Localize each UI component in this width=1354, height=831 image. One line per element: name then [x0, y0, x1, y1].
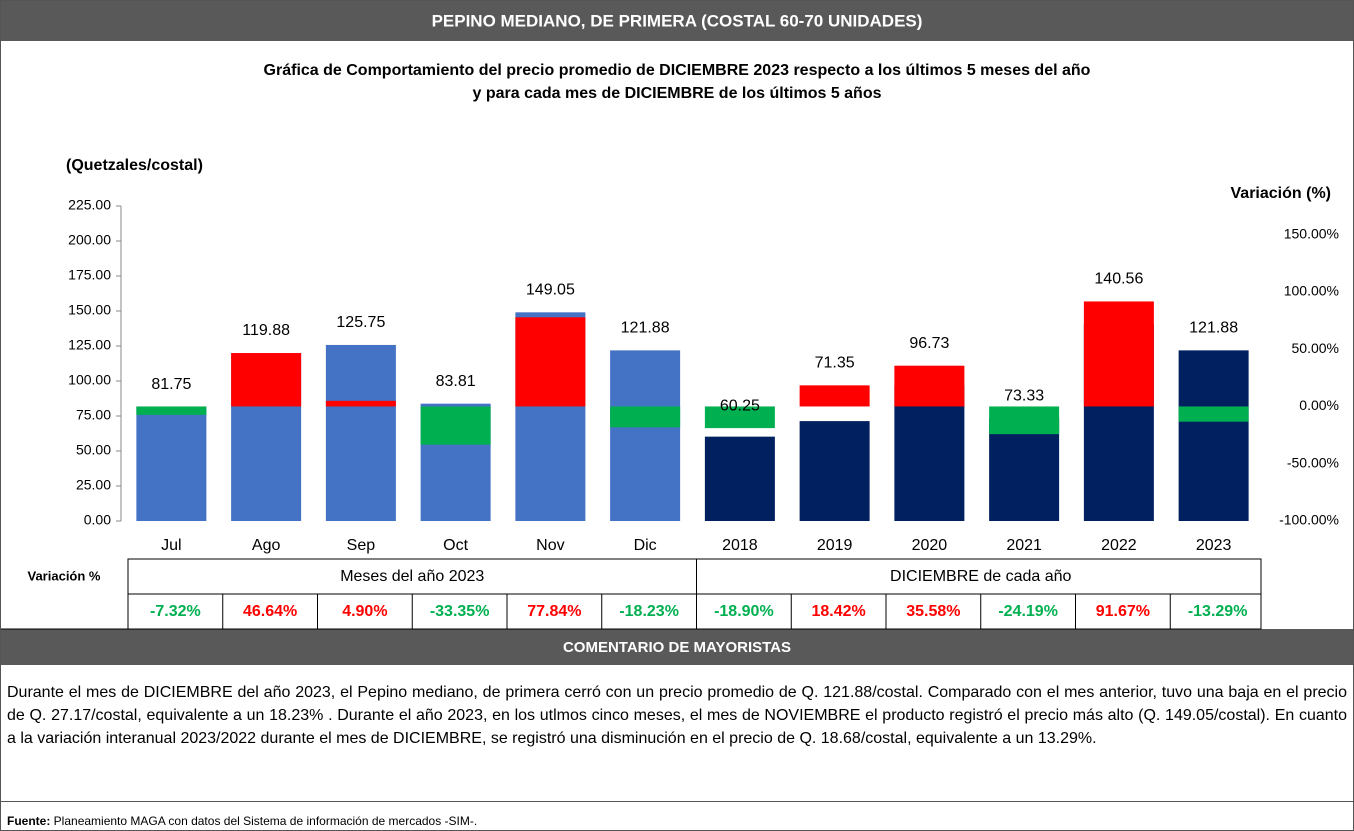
bar	[894, 385, 965, 521]
y2-tick-label: -100.00%	[1279, 512, 1339, 528]
y-tick-label: 75.00	[76, 407, 111, 423]
bar	[799, 421, 870, 521]
variation-value: -18.23%	[619, 603, 679, 620]
x-tick-label: 2023	[1196, 537, 1232, 554]
variation-row-label: Variación %	[28, 568, 101, 583]
variation-value: 77.84%	[527, 603, 581, 620]
x-tick-label: Jul	[161, 537, 181, 554]
y2-axis-label: Variación (%)	[1231, 185, 1331, 202]
data-label: 121.88	[621, 320, 670, 337]
x-tick-label: 2022	[1101, 537, 1137, 554]
group-label: Meses del año 2023	[340, 568, 484, 585]
y-tick-label: 175.00	[68, 267, 111, 283]
variation-value: -18.90%	[714, 603, 774, 620]
data-label: 81.75	[151, 376, 191, 393]
bar	[325, 344, 396, 521]
variation-value: 18.42%	[811, 603, 865, 620]
variation-bar	[610, 406, 681, 428]
y-tick-label: 225.00	[68, 197, 111, 213]
comment-title: COMENTARIO DE MAYORISTAS	[563, 639, 791, 656]
variation-value: 35.58%	[906, 603, 960, 620]
y-tick-label: 50.00	[76, 442, 111, 458]
data-label: 60.25	[720, 397, 760, 414]
x-tick-label: 2020	[912, 537, 948, 554]
x-tick-label: Dic	[634, 537, 657, 554]
data-label: 119.88	[242, 322, 290, 339]
chart: PEPINO MEDIANO, DE PRIMERA (COSTAL 60-70…	[1, 1, 1353, 665]
y2-tick-label: -50.00%	[1287, 454, 1339, 470]
data-label: 140.56	[1094, 271, 1143, 288]
variation-value: -33.35%	[430, 603, 490, 620]
bar	[1178, 350, 1249, 521]
x-tick-label: 2019	[817, 537, 853, 554]
y2-tick-label: 150.00%	[1284, 225, 1339, 241]
y-tick-label: 100.00	[68, 372, 111, 388]
y-tick-label: 200.00	[68, 232, 111, 248]
x-tick-label: 2021	[1006, 537, 1042, 554]
data-label: 83.81	[436, 373, 476, 390]
data-label: 73.33	[1004, 388, 1044, 405]
y2-tick-label: 50.00%	[1292, 340, 1339, 356]
data-label: 125.75	[336, 314, 385, 331]
y2-tick-label: 0.00%	[1299, 397, 1339, 413]
x-tick-label: 2018	[722, 537, 758, 554]
x-tick-label: Nov	[536, 537, 564, 554]
group-label: DICIEMBRE de cada año	[890, 568, 1072, 585]
variation-bar	[989, 406, 1060, 435]
x-tick-label: Sep	[347, 537, 376, 554]
bar	[704, 436, 775, 521]
variation-value: -13.29%	[1188, 603, 1248, 620]
variation-bar	[515, 317, 586, 407]
y2-tick-label: 100.00%	[1284, 283, 1339, 299]
source-text: Planeamiento MAGA con datos del Sistema …	[50, 814, 478, 828]
header-bar	[1, 1, 1353, 41]
variation-bar	[894, 365, 965, 407]
variation-bar	[799, 385, 870, 407]
data-label: 96.73	[909, 335, 949, 352]
chart-subtitle: y para cada mes de DICIEMBRE de los últi…	[472, 85, 881, 102]
y-tick-label: 125.00	[68, 337, 111, 353]
data-label: 71.35	[815, 355, 855, 372]
variation-bar	[231, 353, 302, 407]
variation-bar	[1083, 301, 1154, 407]
variation-bar	[420, 406, 491, 445]
y-tick-label: 150.00	[68, 302, 111, 318]
x-tick-label: Oct	[443, 537, 468, 554]
variation-value: 46.64%	[243, 603, 297, 620]
variation-value: 91.67%	[1096, 603, 1150, 620]
comment-text: Durante el mes de DICIEMBRE del año 2023…	[7, 684, 1347, 747]
variation-bar	[136, 406, 207, 415]
data-label: 121.88	[1189, 320, 1238, 337]
y-tick-label: 25.00	[76, 477, 111, 493]
y-tick-label: 0.00	[84, 512, 111, 528]
chart-title: Gráfica de Comportamiento del precio pro…	[264, 62, 1091, 79]
variation-bar	[704, 406, 775, 429]
variation-value: 4.90%	[342, 603, 387, 620]
source: Fuente: Planeamiento MAGA con datos del …	[1, 801, 1353, 830]
variation-value: -7.32%	[150, 603, 201, 620]
bar	[610, 350, 681, 521]
bar	[989, 418, 1060, 521]
source-label: Fuente:	[7, 814, 51, 828]
comment-bar	[1, 629, 1353, 665]
variation-bar	[325, 400, 396, 407]
x-tick-label: Ago	[252, 537, 281, 554]
variation-bar	[1178, 406, 1249, 422]
header-title: PEPINO MEDIANO, DE PRIMERA (COSTAL 60-70…	[432, 11, 923, 30]
y-axis-label: (Quetzales/costal)	[66, 157, 203, 174]
bar	[136, 406, 207, 521]
data-label: 149.05	[526, 282, 575, 299]
variation-value: -24.19%	[998, 603, 1058, 620]
